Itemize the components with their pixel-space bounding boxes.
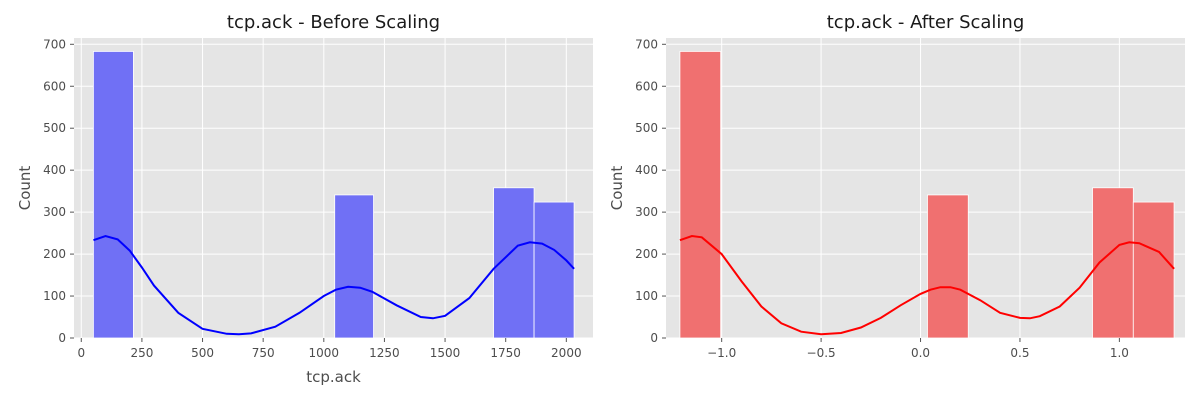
- y-tick-label: 400: [43, 163, 66, 177]
- x-tick-label: 0.0: [911, 346, 930, 360]
- histogram-bar: [679, 51, 722, 339]
- chart-after-scaling: −1.0 −0.5 0.0 0.5 1.00100200300400500600700 …: [608, 12, 1185, 360]
- histogram-bar: [533, 201, 575, 339]
- y-tick-label: 700: [635, 37, 658, 51]
- chart-title: tcp.ack - After Scaling: [827, 12, 1025, 33]
- y-axis-label: Count: [16, 166, 34, 211]
- y-tick-label: 600: [635, 79, 658, 93]
- histogram-bars: [93, 51, 575, 339]
- x-tick-label: −1.0: [707, 346, 736, 360]
- y-tick-label: 100: [635, 289, 658, 303]
- histogram-bars: [679, 51, 1175, 339]
- y-tick-label: 500: [635, 121, 658, 135]
- x-tick-label: 500: [191, 346, 214, 360]
- y-tick-label: 0: [650, 331, 658, 345]
- histogram-bar: [93, 51, 134, 339]
- x-tick-label: 1750: [490, 346, 521, 360]
- chart-before-scaling: 0 250 500 750 1000 1250 1500 1750 2000 0 100 200 300…: [16, 12, 593, 386]
- y-tick-label: 200: [635, 247, 658, 261]
- y-tick-label: 400: [635, 163, 658, 177]
- y-tick-label: 600: [43, 79, 66, 93]
- x-tick-label: 750: [252, 346, 275, 360]
- y-tick-label: 300: [43, 205, 66, 219]
- histogram-bar: [334, 194, 374, 339]
- y-tick-label: 700: [43, 37, 66, 51]
- x-axis-label: tcp.ack: [306, 368, 361, 386]
- kde-line: [679, 234, 1175, 336]
- kde-line: [93, 234, 575, 336]
- x-tick-label: 1500: [430, 346, 461, 360]
- x-tick-label: 250: [130, 346, 153, 360]
- y-axis-label: Count: [608, 166, 626, 211]
- y-tick-label: 500: [43, 121, 66, 135]
- x-tick-label: 1.0: [1110, 346, 1129, 360]
- chart-title: tcp.ack - Before Scaling: [227, 12, 440, 33]
- y-tick-label: 200: [43, 247, 66, 261]
- x-tick-label: 1000: [309, 346, 340, 360]
- x-tick-label: −0.5: [807, 346, 836, 360]
- y-tick-label: 0: [58, 331, 66, 345]
- histogram-bar: [1132, 201, 1175, 339]
- x-tick-label: 0.5: [1010, 346, 1029, 360]
- x-tick-label: 2000: [551, 346, 582, 360]
- x-tick-label: 1250: [369, 346, 400, 360]
- histogram-bar: [927, 194, 969, 339]
- y-tick-label: 300: [635, 205, 658, 219]
- y-tick-label: 100: [43, 289, 66, 303]
- tick-labels: −1.0 −0.5 0.0 0.5 1.0 0 100 200 300 400 500 600 700: [635, 37, 1129, 360]
- tick-labels: 0 250 500 750 1000 1250 1500 1750 2000 0 100 200 300…: [43, 37, 582, 360]
- x-tick-label: 0: [77, 346, 85, 360]
